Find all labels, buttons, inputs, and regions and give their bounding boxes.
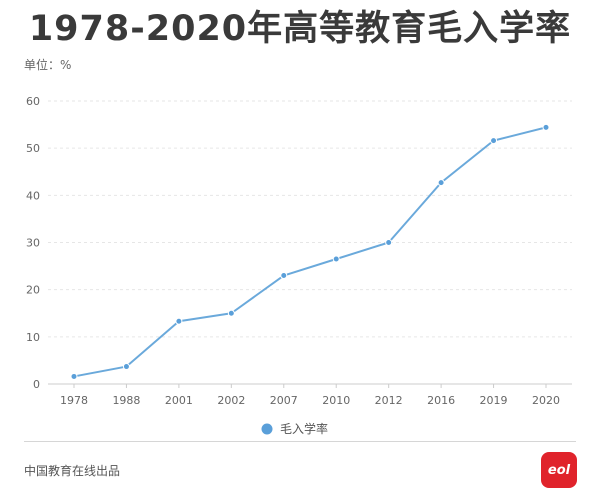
- y-tick-label: 40: [26, 189, 40, 202]
- footer-divider: [24, 441, 576, 442]
- y-tick-label: 0: [33, 378, 40, 391]
- y-tick-label: 50: [26, 142, 40, 155]
- data-point[interactable]: [227, 309, 235, 317]
- grid-lines: [48, 100, 572, 338]
- data-point[interactable]: [280, 272, 288, 280]
- legend-label[interactable]: 毛入学率: [280, 421, 328, 436]
- unit-label: 单位：%: [24, 58, 72, 72]
- x-tick-label: 2007: [270, 394, 298, 407]
- data-point[interactable]: [437, 179, 445, 187]
- data-point[interactable]: [70, 372, 78, 380]
- data-point[interactable]: [542, 123, 550, 131]
- y-tick-labels: 0 10 20 30 40 50 60: [26, 95, 40, 391]
- x-tick-label: 1988: [112, 394, 140, 407]
- logo-text: eol: [547, 462, 571, 478]
- x-tick-labels: 1978 1988 2001 2002 2007 2010 2012 2016 2019 2020: [60, 394, 560, 407]
- legend: 毛入学率: [261, 421, 328, 436]
- x-tick-label: 2020: [532, 394, 560, 407]
- x-tick-label: 2012: [375, 394, 403, 407]
- footer-credit: 中国教育在线出品: [24, 464, 121, 478]
- data-point[interactable]: [332, 255, 340, 263]
- series-line: [73, 126, 547, 378]
- y-tick-label: 30: [26, 237, 40, 250]
- data-point[interactable]: [175, 317, 183, 325]
- data-point[interactable]: [122, 363, 130, 371]
- data-point[interactable]: [490, 137, 498, 145]
- y-tick-label: 60: [26, 95, 40, 108]
- y-tick-label: 20: [26, 284, 40, 297]
- data-point[interactable]: [385, 239, 393, 246]
- x-tick-label: 2010: [322, 394, 350, 407]
- x-tick-label: 2019: [480, 394, 508, 407]
- y-tick-label: 10: [26, 331, 40, 344]
- chart-title: 1978-2020年高等教育毛入学率: [28, 9, 572, 49]
- series-lines: [73, 126, 547, 378]
- x-tick-label: 2002: [217, 394, 245, 407]
- x-tick-label: 2001: [165, 394, 193, 407]
- x-tick-label: 2016: [427, 394, 455, 407]
- eol-logo: eol: [541, 452, 577, 488]
- legend-marker[interactable]: [261, 423, 273, 435]
- x-tick-label: 1978: [60, 394, 88, 407]
- data-points: [70, 123, 550, 380]
- line-chart: 0 10 20 30 40 50 60 1978 1988 2001 2002 2007 2010 20…: [26, 95, 572, 436]
- x-tick-marks: [73, 384, 547, 388]
